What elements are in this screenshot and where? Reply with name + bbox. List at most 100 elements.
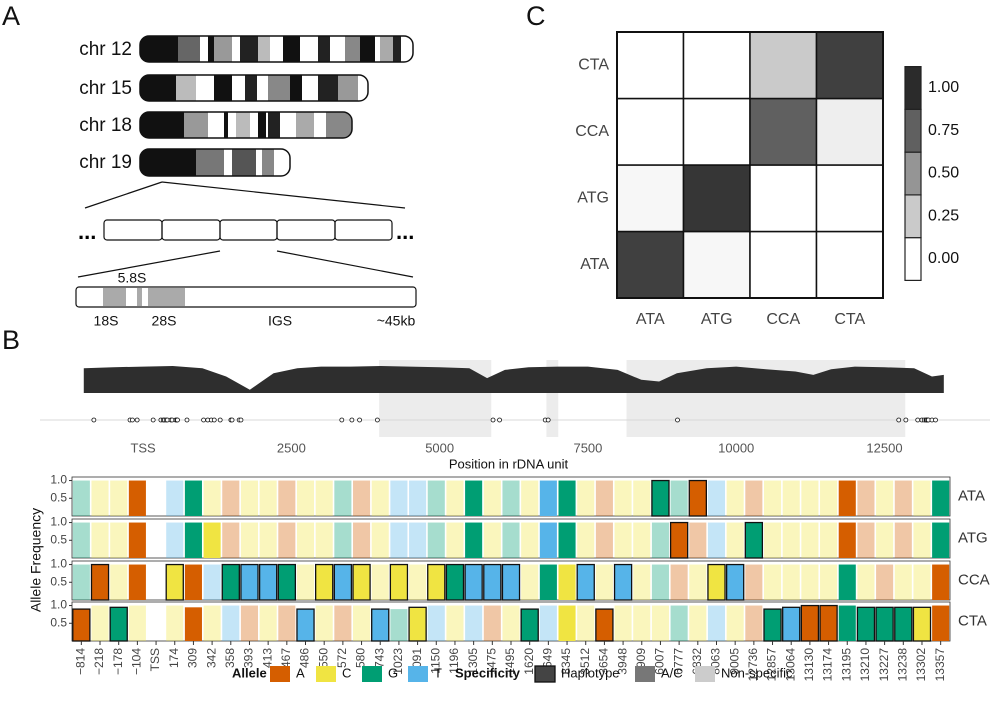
chromosome-outline [139, 111, 353, 139]
allele-bar [894, 480, 912, 516]
allele-bar [614, 522, 632, 558]
heatmap-cell [815, 97, 884, 166]
legend-label: A/C [661, 665, 683, 680]
x-axis-title: Position in rDNA unit [449, 456, 569, 471]
x-tick-label: 1023 [391, 648, 405, 675]
x-tick-label: 13130 [802, 648, 816, 682]
allele-bar [240, 563, 259, 601]
x-tick-label: 393 [242, 648, 256, 668]
allele-bar [352, 563, 371, 601]
legend-title: Specificity [455, 665, 521, 680]
variant-dot [217, 417, 223, 423]
allele-bar [409, 564, 427, 600]
x-tick-label: 6007 [653, 648, 667, 675]
chromosome [140, 149, 290, 176]
colorbar-label: 1.00 [928, 79, 959, 96]
coverage-area [83, 365, 944, 393]
x-tick-label: ATG [701, 311, 733, 328]
y-tick-label: 1.0 [50, 557, 67, 571]
allele-bar [577, 480, 595, 516]
allele-bar [913, 522, 931, 558]
allele-bar [707, 605, 726, 641]
x-tick-label: 13064 [783, 648, 797, 682]
allele-bar [240, 480, 259, 516]
allele-bar [670, 480, 688, 516]
allele-bar [688, 479, 707, 517]
allele-bar [315, 605, 333, 641]
heatmap-cell [682, 164, 751, 233]
x-tick-label: 13238 [895, 648, 909, 682]
allele-bar [240, 522, 259, 558]
heatmap-cell [749, 31, 818, 100]
allele-bar [277, 563, 297, 601]
allele-bar [91, 605, 109, 641]
allele-bar [315, 480, 333, 516]
y-tick-label: 0.5 [50, 574, 67, 588]
allele-bar [334, 605, 352, 641]
allele-bar [932, 605, 950, 641]
allele-bar [259, 605, 277, 641]
heatmap-cell [749, 97, 818, 166]
variant-dot [374, 417, 380, 423]
colorbar-block [904, 194, 922, 239]
y-tick-label: CCA [575, 123, 609, 140]
allele-bar [800, 604, 820, 642]
allele-bar [446, 605, 464, 641]
ideogram: chr 12 chr 15 chr 18 chr 19 [75, 35, 417, 329]
allele-bar [521, 564, 539, 600]
allele-bar [521, 522, 539, 558]
allele-bar [91, 522, 109, 558]
variant-dot [903, 417, 909, 423]
colorbar-block [904, 108, 922, 153]
x-tick-label: 572 [335, 648, 349, 668]
x-tick-label: 1495 [503, 648, 517, 675]
allele-bar [409, 480, 427, 516]
allele-bar [838, 564, 856, 600]
allele-bar [670, 564, 688, 600]
allele-bar [259, 522, 277, 558]
allele-bar [595, 522, 613, 558]
allele-bar [521, 480, 539, 516]
heatmap-cell [815, 230, 884, 299]
chromosome-outline [139, 74, 369, 102]
variant-dot [545, 417, 551, 423]
allele-bar [782, 564, 800, 600]
variant-dot [896, 417, 902, 423]
colorbar-label: 0.25 [928, 207, 959, 224]
allele-bar [72, 480, 90, 516]
allele-bar [278, 480, 296, 516]
allele-bar [876, 522, 894, 558]
heatmap-cell [815, 31, 884, 100]
x-tick-label: 12736 [746, 648, 760, 682]
allele-bar [166, 522, 184, 558]
allele-bar [726, 605, 744, 641]
panel-label: B [2, 325, 20, 355]
variant-dot [150, 417, 156, 423]
heatmap-cell [815, 164, 884, 233]
x-tick-label: 486 [298, 648, 312, 668]
allele-bar [222, 480, 240, 516]
chromosome-label: chr 12 [79, 39, 132, 60]
allele-bar [539, 564, 557, 600]
allele-bar [520, 608, 539, 642]
colorbar-block [904, 151, 922, 196]
allele-bar [651, 479, 670, 517]
allele-bar [539, 480, 557, 516]
heatmap-cell [682, 230, 751, 299]
heatmap-cell [616, 230, 685, 299]
colorbar-label: 0.75 [928, 122, 959, 139]
allele-bar [633, 564, 651, 600]
allele-bar [296, 480, 315, 516]
allele-bar [90, 563, 110, 601]
allele-bar [334, 522, 352, 558]
allele-bar [820, 522, 838, 558]
x-tick-label: 1150 [428, 648, 442, 674]
y-tick-label: ATA [580, 256, 609, 273]
heatmap-cell [749, 164, 818, 233]
allele-bar [932, 564, 950, 600]
allele-bar [501, 563, 521, 601]
variant-dot [130, 417, 135, 423]
allele-bar [763, 608, 782, 642]
allele-bar [203, 522, 221, 558]
allele-bar [820, 480, 838, 516]
